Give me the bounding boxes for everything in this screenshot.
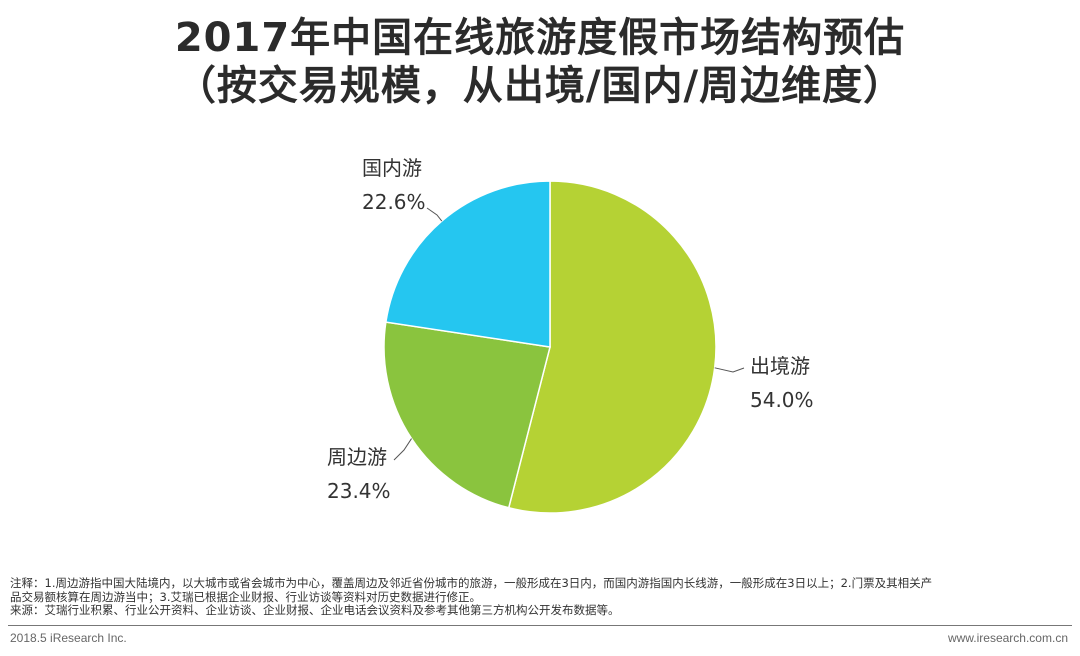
slice-value-2: 23.4% [327, 479, 391, 503]
pie-slice-3 [385, 180, 551, 348]
chart-title-line1: 2017年中国在线旅游度假市场结构预估 [174, 15, 906, 61]
slice-value-1: 54.0% [750, 388, 814, 412]
slice-label-2: 周边游 [327, 445, 387, 469]
note-line-2: 品交易额核算在周边游当中；3.艾瑞已根据企业财报、行业访谈等资料对历史数据进行修… [10, 590, 481, 604]
pie-slice-1 [507, 180, 717, 514]
leader-line-2 [393, 438, 412, 461]
notes-block: 注释：1.周边游指中国大陆境内，以大城市或省会城市为中心，覆盖周边及邻近省份城市… [10, 577, 1074, 618]
pie-chart: 出境游 54.0% 周边游 23.4% 国内游 22.6% [327, 156, 814, 514]
footer-copyright: 2018.5 iResearch Inc. [10, 631, 127, 645]
leader-line-3 [426, 207, 443, 222]
leader-line-1 [714, 367, 745, 373]
source-line: 来源：艾瑞行业积累、行业公开资料、企业访谈、企业财报、企业电话会议资料及参考其他… [10, 604, 620, 617]
chart-title-line2: （按交易规模，从出境/国内/周边维度） [175, 63, 905, 109]
footer-website: www.iresearch.com.cn [947, 631, 1068, 645]
slice-label-1: 出境游 [750, 354, 810, 378]
note-line-1: 注释：1.周边游指中国大陆境内，以大城市或省会城市为中心，覆盖周边及邻近省份城市… [10, 577, 933, 590]
slice-label-3: 国内游 [362, 156, 422, 180]
footer-divider [8, 625, 1072, 626]
pie-slice-2 [383, 321, 551, 509]
slice-value-3: 22.6% [362, 190, 426, 214]
